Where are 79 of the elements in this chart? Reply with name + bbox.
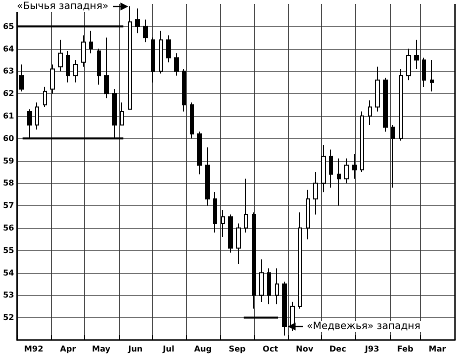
y-tick-label: 65: [2, 22, 15, 31]
candlestick: [298, 212, 302, 310]
candlestick: [391, 124, 395, 188]
candlestick: [143, 19, 148, 43]
y-tick-label: 56: [2, 224, 15, 232]
y-tick-label: 59: [2, 156, 15, 166]
candlestick: [430, 60, 434, 92]
candlestick: [221, 210, 225, 238]
x-tick-label: Mar: [428, 344, 446, 354]
y-tick-label: 61: [2, 112, 15, 120]
x-tick-label: J93: [364, 344, 380, 354]
x-tick-label: Feb: [397, 344, 414, 354]
x-tick-label: Jun: [127, 344, 143, 354]
candlestick: [414, 39, 419, 70]
candlestick: [275, 268, 279, 305]
candlestick: [128, 6, 132, 110]
candlestick: [205, 146, 210, 206]
candlestick: [383, 77, 388, 132]
candlestick: [321, 144, 326, 193]
candlestick: [159, 30, 163, 74]
y-tick-label: 63: [2, 66, 14, 76]
candlestick: [228, 214, 233, 254]
x-tick-label: M92: [24, 344, 44, 354]
annotation: «Бычья западня»: [16, 1, 110, 12]
candlestick: [344, 158, 349, 184]
x-tick-label: Nov: [296, 344, 314, 354]
candlestick: [267, 268, 271, 305]
candlestick: [190, 102, 194, 139]
x-tick-label: Jul: [162, 344, 175, 354]
candlestick: [406, 48, 411, 81]
candlestick: [43, 86, 47, 108]
candlestick: [236, 223, 241, 264]
candlestick: [151, 37, 155, 83]
candlestick: [73, 60, 78, 83]
candlestick: [352, 154, 357, 180]
candlestick: [422, 57, 426, 88]
x-tick-label: Sep: [228, 344, 246, 354]
candlestick: [197, 131, 202, 175]
candlestick: [259, 258, 264, 302]
candlestick: [399, 68, 403, 142]
candlestick: [329, 149, 333, 188]
y-tick-label: 54: [2, 268, 15, 278]
candlestick: [306, 189, 310, 240]
x-tick-label: Dec: [329, 344, 346, 354]
candlestick: [120, 102, 124, 126]
y-tick-label: 53: [2, 290, 14, 300]
candlestick: [89, 30, 93, 54]
y-tick-label: 64: [2, 44, 15, 54]
candlestick: [244, 178, 248, 233]
y-tick-label: 58: [2, 178, 15, 188]
candlestick: [368, 100, 372, 126]
candlestick: [166, 34, 171, 63]
candlestick: [174, 52, 179, 76]
candlestick: [360, 111, 364, 172]
candlestick: [252, 212, 256, 310]
y-tick-label: 60: [2, 134, 15, 143]
candlestick: [81, 34, 86, 68]
candlestick: [282, 281, 287, 336]
candlestick: [313, 172, 318, 216]
y-tick-label: 57: [2, 201, 14, 210]
x-tick-label: May: [92, 344, 112, 354]
y-tick-label: 52: [2, 313, 14, 322]
candlestick: [104, 37, 109, 99]
candlestick: [66, 50, 70, 83]
y-tick-label: 62: [2, 89, 14, 98]
annotation: «Медвежья» западня: [306, 321, 422, 332]
y-tick-label: 55: [2, 246, 15, 255]
candlestick: [213, 192, 217, 233]
candlestick: [50, 64, 55, 94]
candlestick: [58, 39, 63, 72]
x-tick-label: Aug: [194, 344, 212, 354]
candlestick: [337, 158, 341, 206]
candlestick: [375, 66, 380, 112]
candlestick: [182, 68, 186, 112]
x-tick-label: Apr: [60, 344, 76, 354]
candlestick: [135, 8, 140, 34]
x-tick-label: Oct: [262, 344, 278, 354]
candlestick: [35, 102, 39, 130]
candlestick: [97, 48, 101, 86]
